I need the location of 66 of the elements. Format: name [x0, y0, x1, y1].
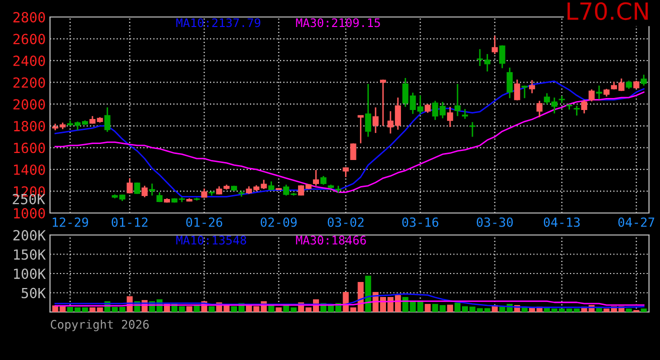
candlestick: [522, 84, 528, 99]
x-tick-label: 01-26: [186, 217, 222, 227]
candlestick: [365, 83, 372, 138]
x-tick-label: 01-12: [112, 217, 148, 227]
candlestick: [201, 188, 208, 198]
candlestick: [104, 106, 110, 133]
bar: [365, 276, 372, 312]
y-tick-label: 2800: [13, 12, 45, 23]
x-tick-label: 03-30: [476, 217, 513, 227]
x-tick-label: 12-29: [52, 217, 88, 227]
candlestick: [380, 78, 386, 127]
candlestick: [149, 182, 156, 196]
candlestick: [492, 35, 498, 55]
candlestick: [596, 84, 602, 100]
y-tick-label: 1600: [14, 142, 45, 154]
x-tick-label: 02-09: [260, 217, 297, 227]
candlestick: [312, 169, 319, 186]
candlestick: [358, 114, 364, 144]
candlestick: [588, 88, 595, 102]
candlestick: [536, 100, 543, 118]
candlestick: [574, 105, 580, 116]
text: Copyright 2026: [50, 320, 149, 332]
candlestick: [469, 121, 476, 138]
candlestick: [447, 106, 454, 128]
y-tick-label: 1000: [14, 208, 45, 219]
y-tick-label: 2600: [13, 34, 45, 44]
text: MA10:2137.79: [176, 18, 260, 28]
y-tick-label: 2000: [13, 99, 45, 110]
x-tick-label: 03-02: [328, 217, 364, 227]
candlestick: [640, 74, 647, 86]
candlestick: [126, 177, 133, 194]
x-tick-label: 04-27: [618, 217, 654, 227]
bar: [424, 304, 431, 312]
candlestick: [454, 83, 461, 117]
bar: [447, 304, 454, 312]
x-tick-label: 03-16: [402, 217, 438, 227]
bar: [276, 307, 282, 312]
y-tick-label: 50K: [22, 288, 46, 298]
bar: [522, 307, 528, 312]
chart-title: L70.CN: [568, 2, 648, 20]
candlestick: [529, 79, 536, 94]
y-tick-label: 2200: [13, 77, 45, 88]
text: MA30:2109.15: [296, 18, 380, 28]
candlestick: [514, 78, 520, 101]
candlestick: [134, 182, 140, 195]
candlestick: [372, 106, 379, 134]
y-tick-label: 200K: [13, 230, 46, 241]
bar: [208, 306, 215, 312]
candlestick: [142, 185, 148, 198]
x-tick-label: 04-13: [544, 217, 580, 227]
y-tick-label: 100K: [14, 268, 46, 280]
candlestick: [499, 44, 506, 69]
bar: [640, 308, 647, 312]
y-tick-label: 150K: [14, 249, 46, 260]
line-series: [54, 293, 644, 308]
bar: [186, 306, 192, 312]
y-tick-label: 1800: [14, 120, 45, 132]
y-tick-label: 1400: [14, 164, 45, 175]
text: MA30:18466: [296, 236, 366, 245]
text: MA10:13548: [176, 236, 246, 245]
candlestick: [506, 66, 513, 99]
candlestick: [581, 99, 588, 114]
candlestick: [350, 142, 356, 161]
y-tick-label: 2400: [13, 56, 45, 66]
candlestick: [462, 108, 468, 120]
bar: [626, 308, 632, 312]
